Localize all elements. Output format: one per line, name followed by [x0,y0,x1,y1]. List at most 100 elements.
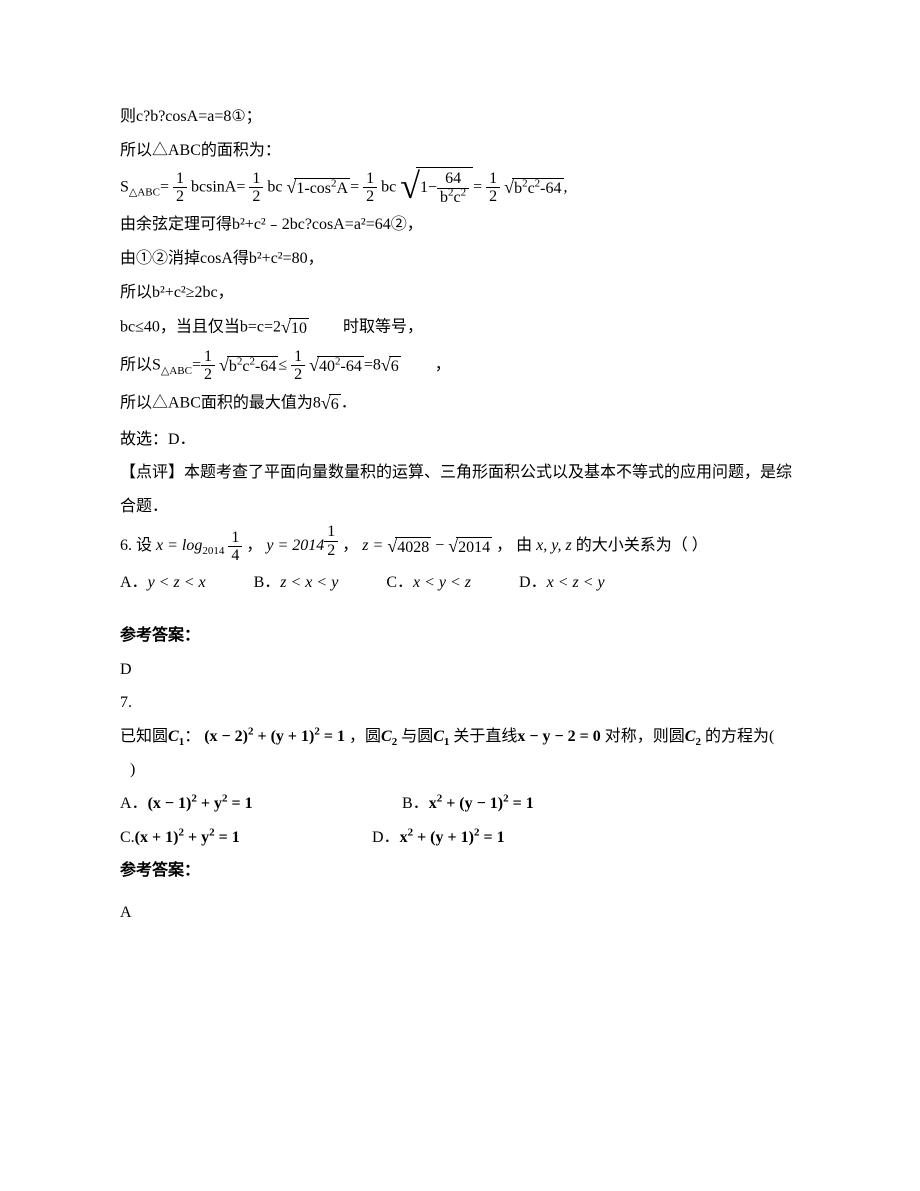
text: z = [362,537,387,554]
C1: C1 [168,728,184,745]
den: 2 [291,366,305,384]
label: D． [372,829,400,846]
formula: x2 + (y + 1)2 = 1 [400,829,505,846]
q7-options-row2: C.(x + 1)2 + y2 = 1 D．x2 + (y + 1)2 = 1 [120,821,800,855]
label: A． [120,795,148,812]
frac-1-2: 12 [173,170,187,206]
sqrt: 402-64 [309,347,364,385]
option-a: A．y < z < x [120,566,206,600]
option-b: B．x2 + (y − 1)2 = 1 [402,795,534,812]
den: 2 [249,188,263,206]
C1: C1 [433,728,449,745]
text: 已知圆 [120,728,168,745]
text-line: 【点评】本题考查了平面向量数量积的运算、三角形面积公式以及基本不等式的应用问题，… [120,456,800,523]
text-line: 由①②消掉cosA得b²+c²=80， [120,242,800,276]
answer: A [120,896,800,930]
frac-1-2: 12 [291,348,305,384]
sub: 2 [695,736,701,748]
option-d: D．x2 + (y + 1)2 = 1 [372,829,505,846]
big-sqrt: √1−64b2c2 [400,167,473,208]
comma: ， [496,537,512,554]
text: -64 [540,180,561,197]
formula: (x + 1)2 + y2 = 1 [135,829,240,846]
rad-text: 2014 [456,537,492,557]
text: -64 [255,358,276,375]
q7-num: 7. [120,686,800,720]
q6-stem: 6. 设 x = log2014 14 ， y = 201412 ， z = 4… [120,523,800,565]
rad-text: 6 [389,356,401,376]
text-line: 所以△ABC的面积为： [120,134,800,168]
xyz: x, y, z [536,537,572,554]
rad-text: 6 [329,394,341,414]
num: 1 [363,170,377,189]
bc: bc [267,178,282,195]
sqrt: 6 [381,347,401,385]
frac: 64b2c2 [437,170,469,206]
C2: C2 [381,728,397,745]
text: 与圆 [401,728,433,745]
label: C. [120,829,135,846]
text: b [229,358,237,375]
bc: bc [381,178,396,195]
sub: 2014 [202,545,224,557]
le: ≤ [278,357,287,374]
sub: △ABC [161,365,192,377]
option-c: C.(x + 1)2 + y2 = 1 [120,821,320,855]
comma: , [564,178,568,195]
den: 2 [486,188,500,206]
text: 所以△ABC面积的最大值为8 [120,394,321,411]
den: b2c2 [437,189,469,207]
eq-C1: (x − 2)2 + (y + 1)2 = 1 [204,728,345,745]
q6-options: A．y < z < x B．z < x < y C．x < y < z D．x … [120,566,800,600]
period: ． [341,394,357,411]
formula: x = log2014 14 [156,537,246,554]
formula: x2 + (y − 1)2 = 1 [429,795,534,812]
line-eq: x − y − 2 = 0 [517,728,600,745]
text: -64 [341,358,362,375]
frac-1-2: 12 [486,170,500,206]
num: 1 [486,170,500,189]
rad-text: A [337,180,349,197]
option-d: D．x < z < y [519,566,605,600]
text: x = log [156,537,202,554]
text: y = 2014 [266,537,324,554]
sqrt: 6 [321,385,341,423]
sup: 12 [324,535,338,547]
formula: y < z < x [148,574,206,591]
bcsinA: bcsinA= [191,178,245,195]
text: 6. 设 [120,537,152,554]
formula-line: bc≤40，当且仅当b=c=210 时取等号， [120,309,800,347]
rad-text: 4028 [395,537,431,557]
minus: − [431,537,448,554]
text: 时取等号， [343,319,423,336]
comma: ， [342,537,358,554]
page: 则c?b?cosA=a=8①； 所以△ABC的面积为： S△ABC= 12 bc… [0,0,920,989]
frac: 14 [228,529,242,565]
text-line: 由余弦定理可得b²+c²﹣2bc?cosA=a²=64②， [120,208,800,242]
text: 所以S [120,357,161,374]
text: 对称，则圆 [605,728,685,745]
sub: △ABC [129,187,160,199]
num: 1 [291,348,305,367]
sqrt: b2c2-64 [504,169,563,207]
den: 4 [228,547,242,565]
formula: z = 4028 − 2014 [362,537,496,554]
text: c [242,358,249,375]
q7-stem: 已知圆C1： (x − 2)2 + (y + 1)2 = 1 ，圆C2 与圆C1… [120,720,800,754]
sub: 2 [392,736,398,748]
formula-line: 所以△ABC面积的最大值为8 6． [120,385,800,423]
den: 2 [324,542,338,560]
den: 2 [201,366,215,384]
frac-1-2: 12 [363,170,377,206]
rad-text: 10 [289,318,309,338]
text: b [514,180,522,197]
num: 1 [249,170,263,189]
formula: x < z < y [547,574,605,591]
paren-close: ) [120,753,800,787]
option-b: B．z < x < y [254,566,339,600]
text-line: 则c?b?cosA=a=8①； [120,100,800,134]
label: B． [402,795,429,812]
rad-text: 1-cos [296,180,331,197]
option-a: A．(x − 1)2 + y2 = 1 [120,787,350,821]
label: A． [120,574,148,591]
